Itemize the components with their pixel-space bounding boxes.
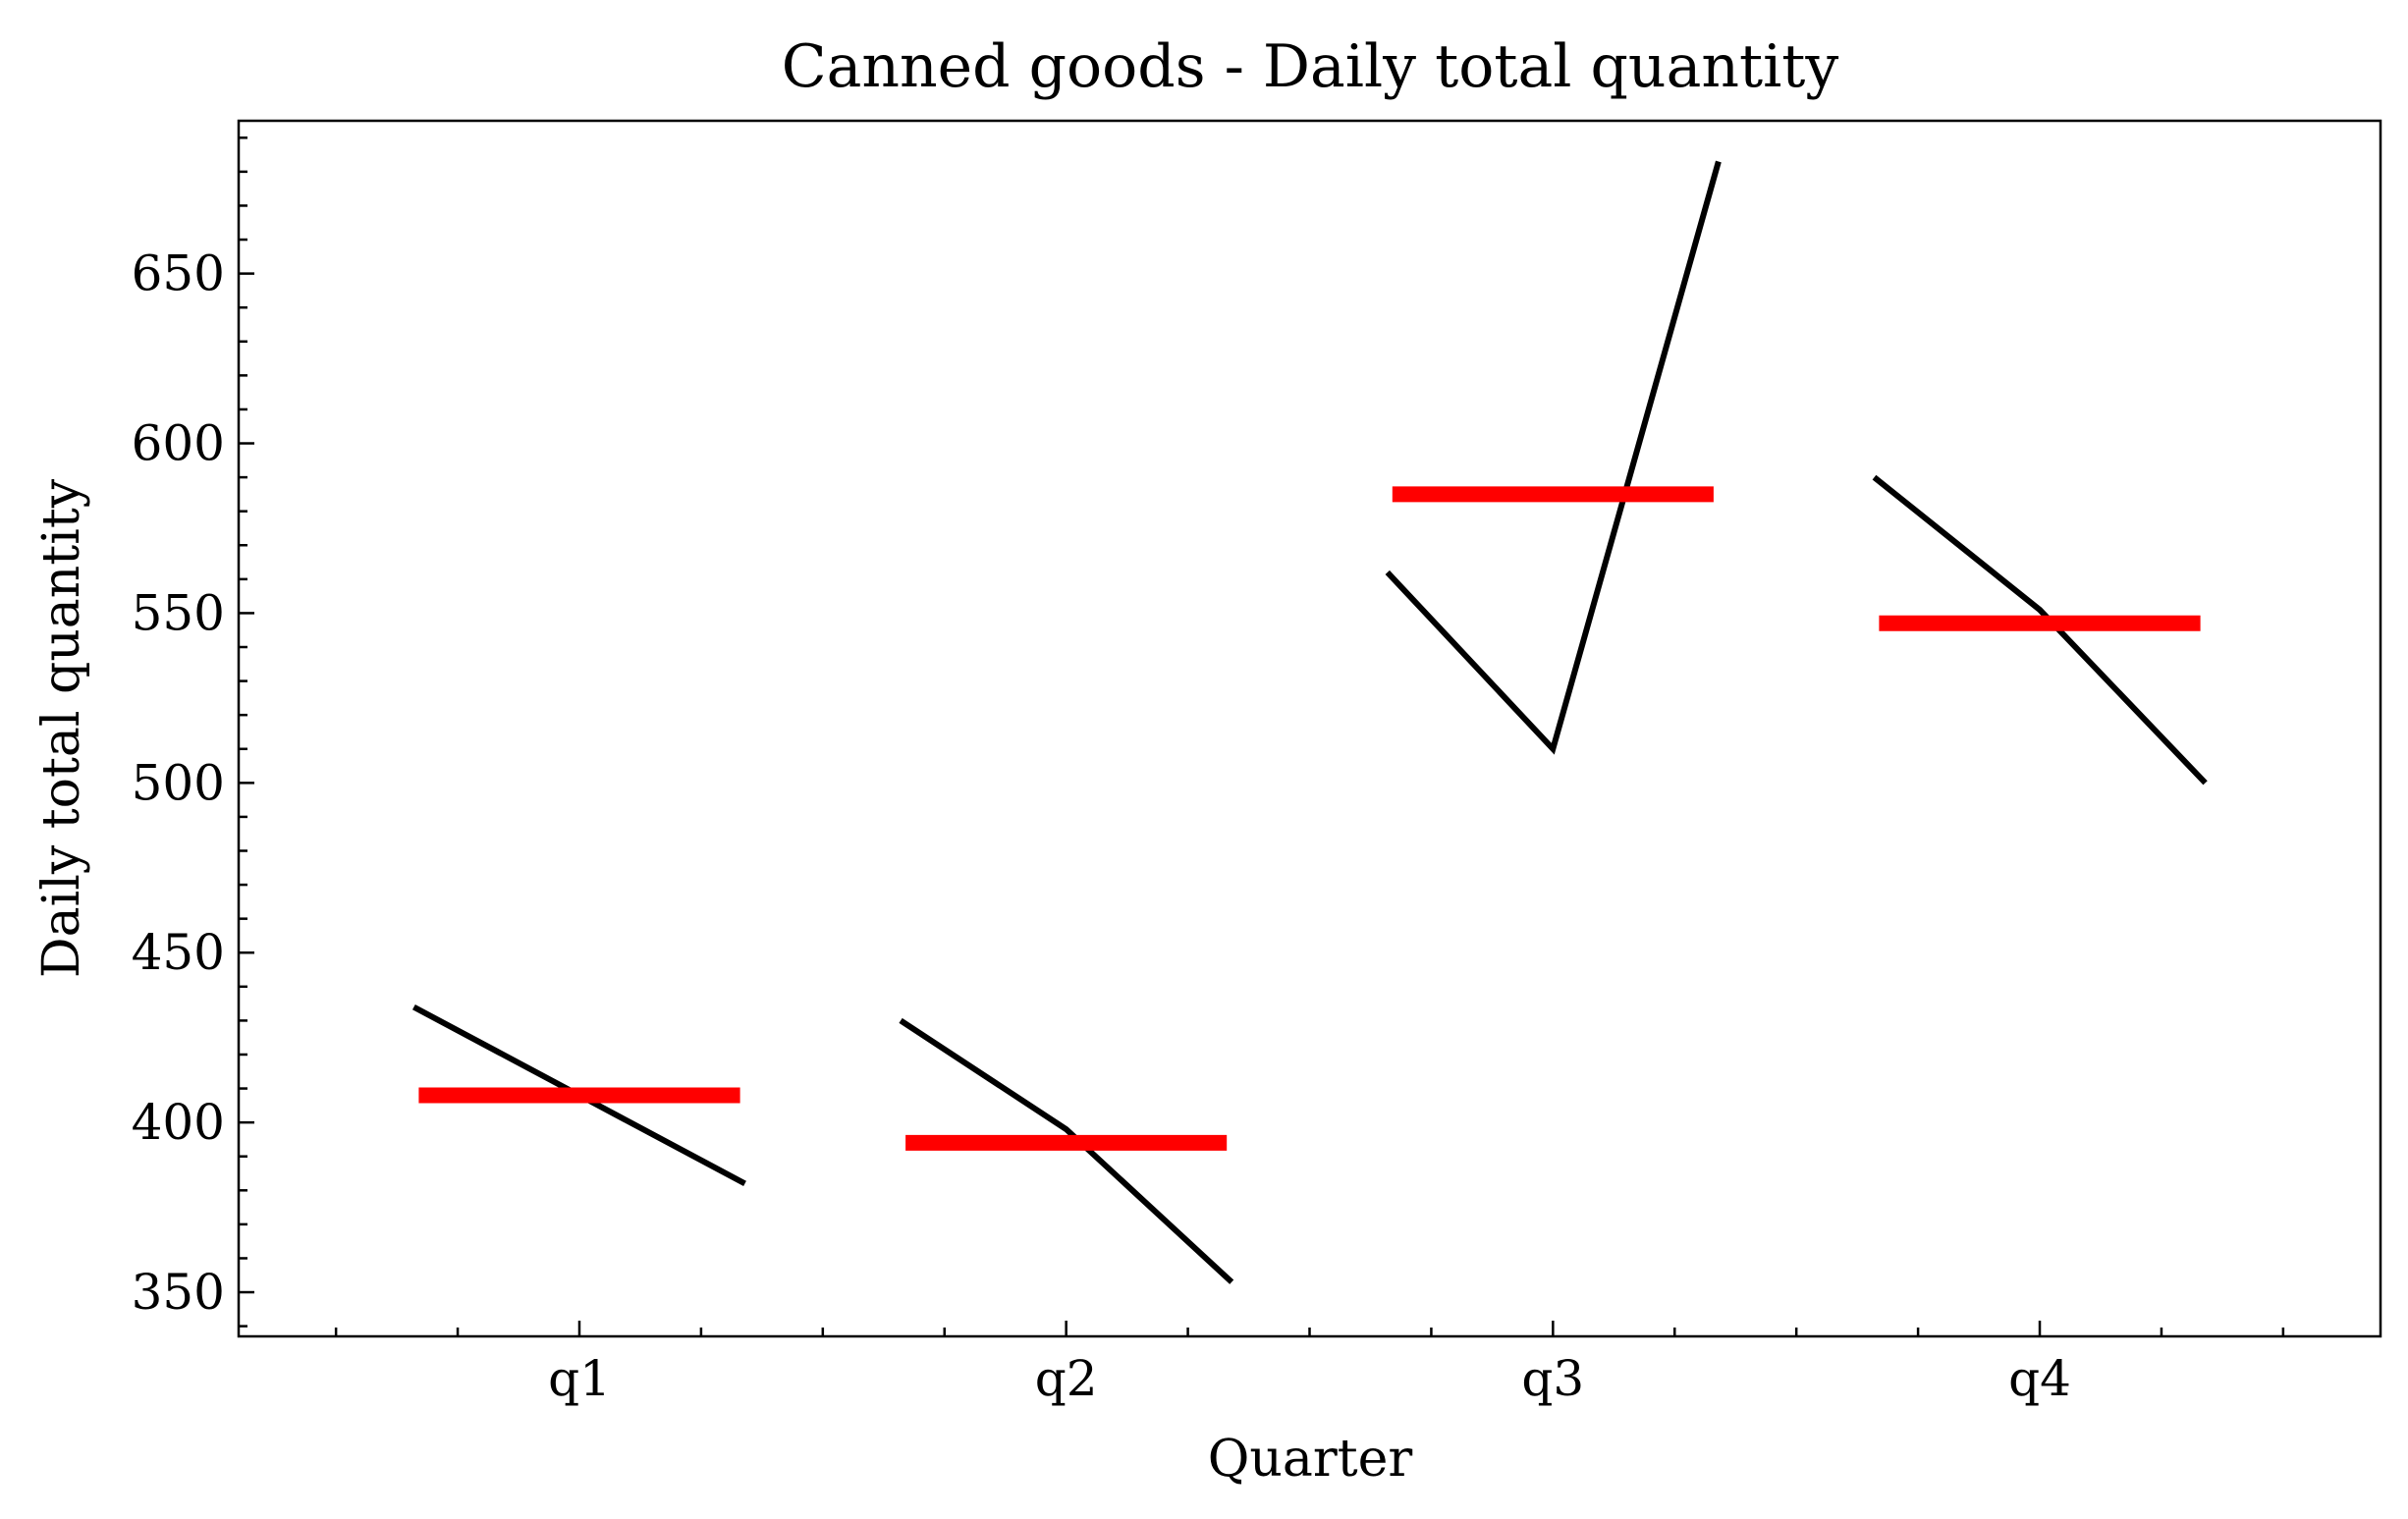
y-axis-label: Daily total quantity (32, 478, 91, 978)
x-axis-label: Quarter (1208, 1430, 1413, 1489)
series-line-q2 (899, 1017, 1234, 1284)
y-tick-label: 350 (132, 1264, 225, 1321)
plot-area: 350 400 450 500 550 600 650 q1 q2 q3 q4 (132, 119, 2382, 1407)
x-tick-label: q3 (1521, 1350, 1584, 1407)
y-tick-label: 550 (132, 584, 225, 641)
x-tick-label: q1 (548, 1350, 611, 1407)
data-marks (411, 160, 2208, 1284)
series-line-q3 (1385, 160, 1722, 755)
y-tick-label: 500 (132, 754, 225, 811)
plot-frame (237, 119, 2382, 1338)
x-tick-label: q4 (2008, 1350, 2071, 1407)
y-tick-label: 650 (132, 245, 225, 302)
y-axis: 350 400 450 500 550 600 650 (132, 136, 254, 1328)
chart-title: Canned goods - Daily total quantity (782, 32, 1839, 101)
series-line-q4 (1872, 474, 2208, 786)
x-axis: q1 q2 q3 q4 (334, 1321, 2285, 1407)
y-tick-label: 400 (132, 1094, 225, 1151)
y-tick-label: 600 (132, 415, 225, 472)
y-tick-label: 450 (132, 924, 225, 981)
x-tick-label: q2 (1035, 1350, 1098, 1407)
